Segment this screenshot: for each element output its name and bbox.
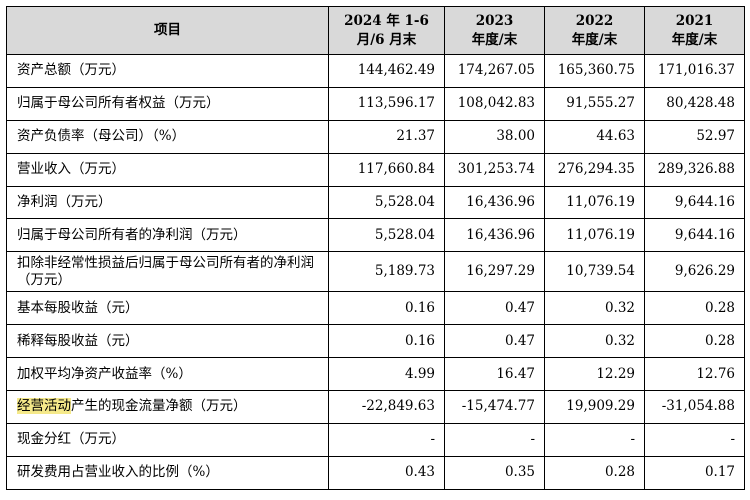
row-label: 归属于母公司所有者的净利润（万元） (6, 218, 329, 253)
header-2023: 2023 年度/末 (444, 6, 545, 55)
cell-value: 91,555.27 (544, 86, 645, 121)
table-row: 研发费用占营业收入的比例（%） 0.43 0.35 0.28 0.17 (6, 455, 745, 490)
cell-value: -31,054.88 (644, 390, 745, 424)
table-header-row: 项目 2024 年 1-6 月/6 月末 2023 年度/末 2022 年度/末 20… (6, 6, 745, 55)
row-label: 加权平均净资产收益率（%） (6, 357, 329, 392)
row-label: 营业收入（万元） (6, 152, 329, 187)
cell-value: 0.16 (328, 291, 445, 326)
cell-value: - (644, 422, 745, 457)
row-label: 净利润（万元） (6, 185, 329, 220)
cell-value: - (328, 422, 445, 457)
cell-value: 16,436.96 (444, 185, 545, 220)
table-row: 经营活动产生的现金流量净额（万元） -22,849.63 -15,474.77 … (6, 390, 745, 424)
cell-value: 10,739.54 (544, 251, 645, 293)
cell-value: 117,660.84 (328, 152, 445, 187)
cell-value: 0.32 (544, 324, 645, 359)
cell-value: 4.99 (328, 357, 445, 392)
cell-value: 0.35 (444, 455, 545, 490)
row-label: 资产负债率（母公司）（%） (6, 119, 329, 154)
cell-value: 9,644.16 (644, 185, 745, 220)
cell-value: 5,528.04 (328, 185, 445, 220)
table-row: 资产负债率（母公司）（%） 21.37 38.00 44.63 52.97 (6, 119, 745, 154)
row-label-rest: 产生的现金流量净额（万元） (71, 398, 247, 415)
cell-value: 5,189.73 (328, 251, 445, 293)
cell-value: 0.32 (544, 291, 645, 326)
cell-value: 171,016.37 (644, 54, 745, 88)
table-row: 基本每股收益（元） 0.16 0.47 0.32 0.28 (6, 291, 745, 326)
cell-value: 0.16 (328, 324, 445, 359)
table-row: 现金分红（万元） - - - - (6, 422, 745, 457)
table-row: 归属于母公司所有者的净利润（万元） 5,528.04 16,436.96 11,… (6, 218, 745, 253)
cell-value: 113,596.17 (328, 86, 445, 121)
financial-summary-table: 项目 2024 年 1-6 月/6 月末 2023 年度/末 2022 年度/末 20… (6, 6, 745, 490)
table-row: 稀释每股收益（元） 0.16 0.47 0.32 0.28 (6, 324, 745, 359)
cell-value: 11,076.19 (544, 218, 645, 253)
cell-value: 0.47 (444, 291, 545, 326)
cell-value: 16,436.96 (444, 218, 545, 253)
cell-value: 301,253.74 (444, 152, 545, 187)
cell-value: 16.47 (444, 357, 545, 392)
cell-value: 16,297.29 (444, 251, 545, 293)
cell-value: 0.43 (328, 455, 445, 490)
cell-value: 9,626.29 (644, 251, 745, 293)
highlighted-text: 经营活动 (17, 398, 71, 415)
table-row: 加权平均净资产收益率（%） 4.99 16.47 12.29 12.76 (6, 357, 745, 392)
header-2021: 2021 年度/末 (644, 6, 745, 55)
cell-value: 276,294.35 (544, 152, 645, 187)
cell-value: 80,428.48 (644, 86, 745, 121)
table-row: 资产总额（万元） 144,462.49 174,267.05 165,360.7… (6, 54, 745, 88)
cell-value: -15,474.77 (444, 390, 545, 424)
cell-value: - (544, 422, 645, 457)
row-label: 稀释每股收益（元） (6, 324, 329, 359)
table-row: 扣除非经常性损益后归属于母公司所有者的净利润（万元） 5,189.73 16,2… (6, 251, 745, 293)
row-label: 扣除非经常性损益后归属于母公司所有者的净利润（万元） (6, 251, 329, 293)
cell-value: 0.47 (444, 324, 545, 359)
cell-value: 9,644.16 (644, 218, 745, 253)
row-label: 归属于母公司所有者权益（万元） (6, 86, 329, 121)
cell-value: 0.17 (644, 455, 745, 490)
cell-value: 11,076.19 (544, 185, 645, 220)
table-row: 归属于母公司所有者权益（万元） 113,596.17 108,042.83 91… (6, 86, 745, 121)
cell-value: 289,326.88 (644, 152, 745, 187)
cell-value: 38.00 (444, 119, 545, 154)
table-row: 净利润（万元） 5,528.04 16,436.96 11,076.19 9,6… (6, 185, 745, 220)
financial-table-container: 项目 2024 年 1-6 月/6 月末 2023 年度/末 2022 年度/末 20… (6, 6, 745, 490)
row-label: 研发费用占营业收入的比例（%） (6, 455, 329, 490)
cell-value: -22,849.63 (328, 390, 445, 424)
cell-value: 144,462.49 (328, 54, 445, 88)
cell-value: 52.97 (644, 119, 745, 154)
cell-value: - (444, 422, 545, 457)
cell-value: 0.28 (644, 324, 745, 359)
cell-value: 44.63 (544, 119, 645, 154)
cell-value: 174,267.05 (444, 54, 545, 88)
cell-value: 19,909.29 (544, 390, 645, 424)
table-row: 营业收入（万元） 117,660.84 301,253.74 276,294.3… (6, 152, 745, 187)
header-2024h1: 2024 年 1-6 月/6 月末 (328, 6, 445, 55)
row-label: 现金分红（万元） (6, 422, 329, 457)
header-item: 项目 (6, 6, 329, 55)
cell-value: 12.76 (644, 357, 745, 392)
row-label: 资产总额（万元） (6, 54, 329, 88)
cell-value: 165,360.75 (544, 54, 645, 88)
row-label: 基本每股收益（元） (6, 291, 329, 326)
header-2022: 2022 年度/末 (544, 6, 645, 55)
cell-value: 108,042.83 (444, 86, 545, 121)
row-label: 经营活动产生的现金流量净额（万元） (6, 390, 329, 424)
cell-value: 5,528.04 (328, 218, 445, 253)
cell-value: 21.37 (328, 119, 445, 154)
cell-value: 0.28 (644, 291, 745, 326)
cell-value: 12.29 (544, 357, 645, 392)
cell-value: 0.28 (544, 455, 645, 490)
